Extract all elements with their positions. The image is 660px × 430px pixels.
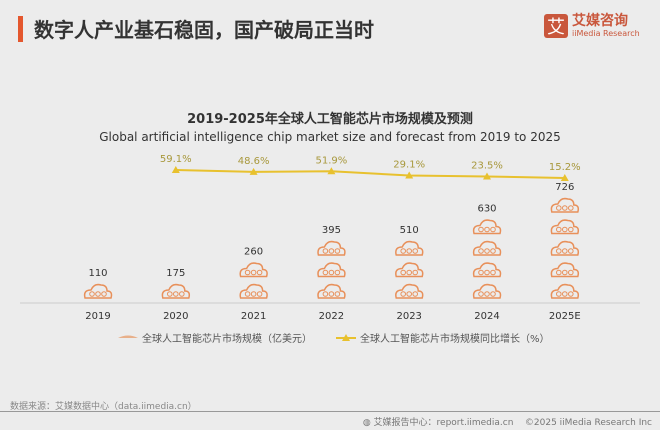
growth-label: 29.1% [393,159,425,170]
divider [0,411,660,412]
cloud-chip-icon [83,283,113,299]
bar-value-label: 395 [322,225,341,236]
bar-value-label: 630 [477,204,496,215]
cloud-chip-icon [550,219,580,235]
legend-label-size: 全球人工智能芯片市场规模（亿美元） [142,332,312,345]
growth-label: 59.1% [160,154,192,165]
legend-marker-growth [342,334,350,341]
growth-label: 23.5% [471,160,503,171]
cloud-chip-icon [550,197,580,213]
cloud-chip-icon [550,262,580,278]
legend-label-growth: 全球人工智能芯片市场规模同比增长（%） [360,332,550,345]
cloud-chip-icon [239,283,268,299]
logo-en: iiMedia Research [572,29,640,38]
chart-title: 2019-2025年全球人工智能芯片市场规模及预测 [187,112,473,127]
growth-label: 15.2% [549,162,581,173]
cloud-chip-icon [550,240,580,256]
x-tick-label: 2022 [319,311,344,322]
bar-value-label: 110 [88,268,107,279]
cloud-chip-icon [395,262,424,278]
page-title: 数字人产业基石稳固，国产破局正当时 [34,18,374,42]
growth-point [483,172,491,180]
x-tick-label: 2020 [163,311,188,322]
report-link[interactable]: 艾媒报告中心：report.iimedia.cn [373,418,514,428]
cloud-chip-icon [395,283,424,299]
chart: 110 2019 175 2020 260 2021 395 2022 510 2023 630 20… [20,154,640,345]
data-source: 数据来源：艾媒数据中心（data.iimedia.cn） [10,402,197,412]
cloud-chip-icon [395,240,424,256]
cloud-chip-icon [550,283,580,299]
growth-point [327,167,336,175]
legend-icon-size [118,335,138,338]
cloud-chip-icon [317,240,346,256]
cloud-chip-icon [472,262,502,278]
footer: ◍ 艾媒报告中心：report.iimedia.cn ©2025 iiMedia… [362,418,652,428]
logo: 艾 艾媒咨询 iiMedia Research [544,14,640,38]
x-tick-label: 2021 [241,311,266,322]
growth-point [249,167,258,175]
cloud-chip-icon [317,283,346,299]
copyright: ©2025 iiMedia Research Inc [524,418,652,428]
cloud-chip-icon [317,262,346,278]
x-tick-label: 2019 [85,311,110,322]
logo-mark: 艾 [544,14,568,38]
x-tick-label: 2024 [474,311,499,322]
bar-value-label: 726 [555,182,574,193]
title-accent-bar [18,16,23,42]
growth-point [405,171,414,179]
growth-line [175,169,565,179]
cloud-chip-icon [472,240,502,256]
chart-subtitle: Global artificial intelligence chip mark… [99,130,561,144]
logo-cn: 艾媒咨询 [572,13,628,29]
x-tick-label: 2023 [396,311,421,322]
bar-value-label: 510 [400,225,419,236]
growth-point [171,166,180,173]
bar-value-label: 260 [244,247,263,258]
cloud-chip-icon [161,283,191,299]
growth-point [560,174,569,181]
growth-label: 51.9% [316,155,348,166]
x-tick-label: 2025E [549,311,581,322]
growth-label: 48.6% [238,156,270,167]
cloud-chip-icon [239,262,268,278]
bar-value-label: 175 [166,268,185,279]
cloud-chip-icon [472,283,502,299]
cloud-chip-icon [472,219,502,235]
